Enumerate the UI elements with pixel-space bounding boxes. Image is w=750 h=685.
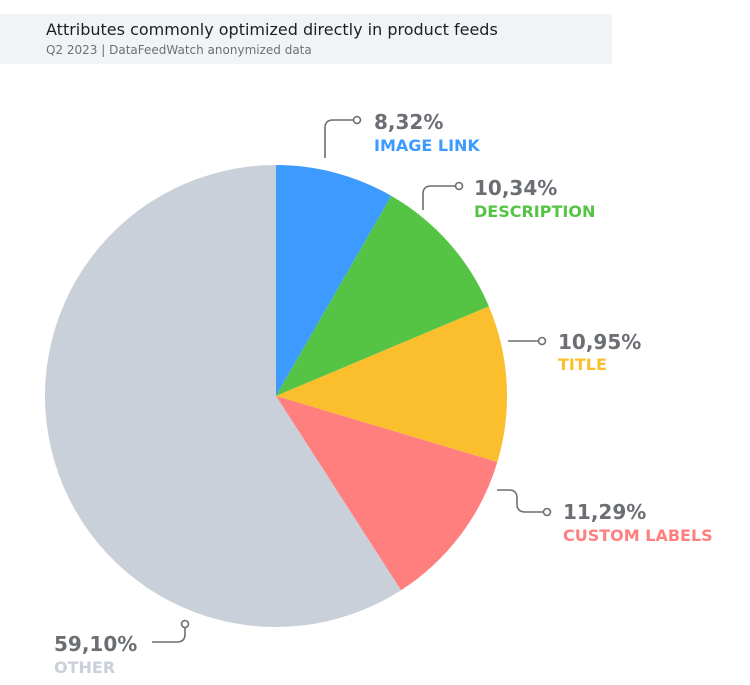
leader-dot-other [180,619,190,629]
category-label-image-link: IMAGE LINK [374,136,480,155]
category-label-custom-labels: CUSTOM LABELS [563,526,713,545]
value-label-description: 10,34% [474,176,557,200]
leader-line-image-link [324,119,353,158]
leader-dot-description [454,181,464,191]
pie-slice-custom-labels [276,396,498,591]
pie-slice-other [44,165,401,627]
pie-slices [44,165,507,627]
value-label-other: 59,10% [54,632,137,656]
category-label-description: DESCRIPTION [474,202,595,221]
chart-title: Attributes commonly optimized directly i… [46,20,498,39]
category-label-other: OTHER [54,658,115,677]
pie-slice-image-link [276,165,392,396]
leader-dot-title [537,336,547,346]
leader-dot-image-link [352,115,362,125]
chart-header: Attributes commonly optimized directly i… [0,14,612,64]
value-label-custom-labels: 11,29% [563,500,646,524]
pie-slice-description [276,195,489,396]
leader-line-other [152,628,186,643]
value-label-image-link: 8,32% [374,110,443,134]
leader-line-custom-labels [497,489,543,513]
category-label-title: TITLE [558,355,607,374]
leader-line-description [422,185,455,210]
leader-dot-custom-labels [542,507,552,517]
chart-subtitle: Q2 2023 | DataFeedWatch anonymized data [46,43,312,57]
pie-slice-title [276,306,507,462]
value-label-title: 10,95% [558,330,641,354]
